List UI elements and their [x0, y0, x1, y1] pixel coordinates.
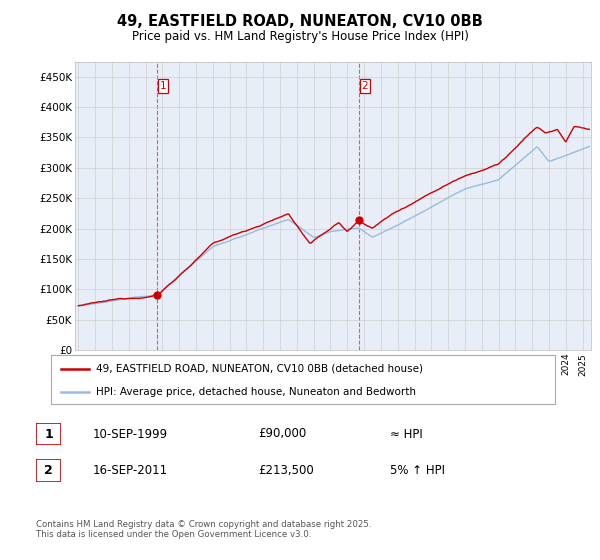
Text: ≈ HPI: ≈ HPI [390, 427, 423, 441]
Text: 16-SEP-2011: 16-SEP-2011 [93, 464, 168, 477]
Text: 2: 2 [362, 81, 368, 91]
Text: HPI: Average price, detached house, Nuneaton and Bedworth: HPI: Average price, detached house, Nune… [97, 387, 416, 397]
Text: Contains HM Land Registry data © Crown copyright and database right 2025.
This d: Contains HM Land Registry data © Crown c… [36, 520, 371, 539]
Text: 1: 1 [44, 427, 53, 441]
Text: 1: 1 [160, 81, 167, 91]
Text: 49, EASTFIELD ROAD, NUNEATON, CV10 0BB: 49, EASTFIELD ROAD, NUNEATON, CV10 0BB [117, 14, 483, 29]
Text: 49, EASTFIELD ROAD, NUNEATON, CV10 0BB (detached house): 49, EASTFIELD ROAD, NUNEATON, CV10 0BB (… [97, 364, 424, 374]
Text: Price paid vs. HM Land Registry's House Price Index (HPI): Price paid vs. HM Land Registry's House … [131, 30, 469, 43]
FancyBboxPatch shape [36, 423, 61, 445]
Text: £90,000: £90,000 [258, 427, 306, 441]
FancyBboxPatch shape [36, 459, 61, 482]
Text: 5% ↑ HPI: 5% ↑ HPI [390, 464, 445, 477]
Text: £213,500: £213,500 [258, 464, 314, 477]
FancyBboxPatch shape [51, 355, 555, 404]
Text: 10-SEP-1999: 10-SEP-1999 [93, 427, 168, 441]
Text: 2: 2 [44, 464, 53, 477]
